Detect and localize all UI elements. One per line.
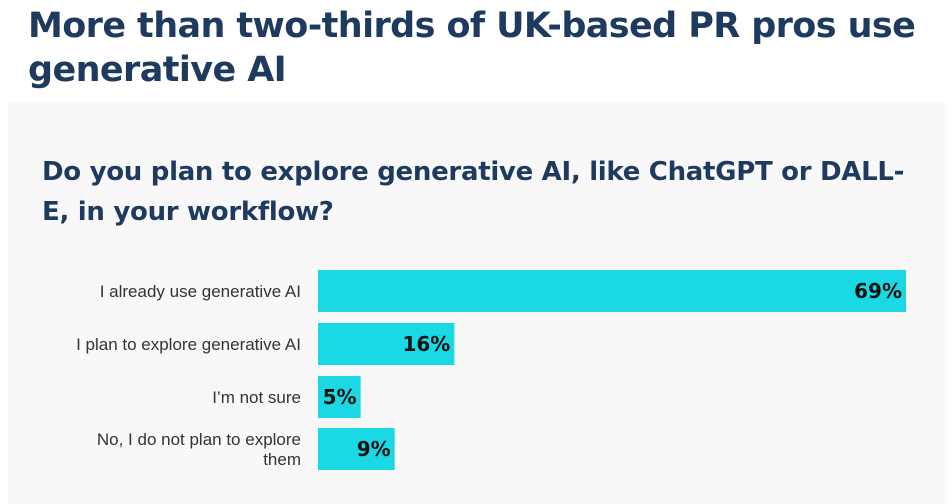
category-label: I’m not sure	[212, 388, 301, 407]
category-label: I plan to explore generative AI	[76, 335, 301, 354]
bar-1	[318, 270, 906, 312]
page-headline: More than two-thirds of UK-based PR pros…	[28, 6, 916, 90]
value-label: 69%	[854, 279, 902, 303]
category-label: I already use generative AI	[100, 282, 301, 301]
value-label: 9%	[357, 437, 391, 461]
chart-title: Do you plan to explore generative AI, li…	[42, 157, 905, 227]
bar-2	[318, 323, 455, 365]
category-label: No, I do not plan to explore them	[97, 430, 301, 469]
bar-3	[318, 376, 361, 418]
value-label: 5%	[323, 385, 357, 409]
bar-4	[318, 428, 395, 470]
value-label: 16%	[402, 332, 450, 356]
